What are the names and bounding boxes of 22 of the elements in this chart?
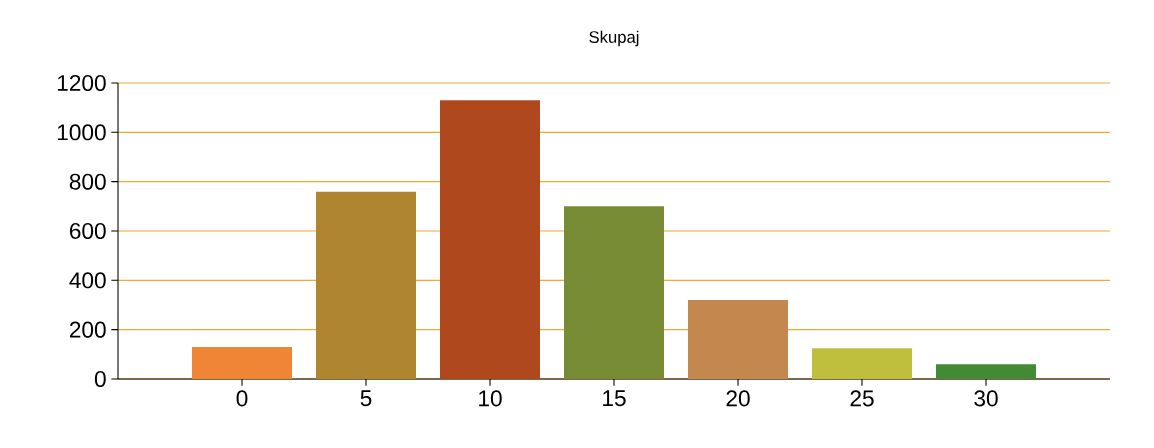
x-tick-label: 25 bbox=[850, 390, 874, 407]
x-tick-label: 30 bbox=[974, 390, 998, 407]
x-tick-label: 20 bbox=[726, 390, 750, 407]
bar bbox=[440, 100, 540, 379]
x-tick-label: 10 bbox=[479, 390, 502, 407]
y-tick-label: 800 bbox=[69, 173, 106, 190]
bar bbox=[192, 346, 293, 379]
bar bbox=[688, 300, 788, 379]
y-tick-label: 200 bbox=[69, 321, 106, 338]
bar bbox=[564, 206, 664, 379]
y-tick-label: 1000 bbox=[57, 124, 106, 141]
bar bbox=[935, 364, 1036, 379]
y-tick-label: 0 bbox=[94, 370, 106, 388]
x-tick-label: 15 bbox=[603, 390, 626, 407]
x-tick-label: 0 bbox=[236, 390, 248, 407]
y-tick-label: 400 bbox=[69, 272, 106, 289]
y-tick-label: 1200 bbox=[57, 74, 106, 92]
x-tick-label: 5 bbox=[360, 390, 372, 407]
y-tick-label: 600 bbox=[69, 222, 106, 240]
bar bbox=[316, 191, 416, 379]
chart-title: Skupaj bbox=[589, 30, 639, 47]
bar bbox=[812, 348, 912, 379]
